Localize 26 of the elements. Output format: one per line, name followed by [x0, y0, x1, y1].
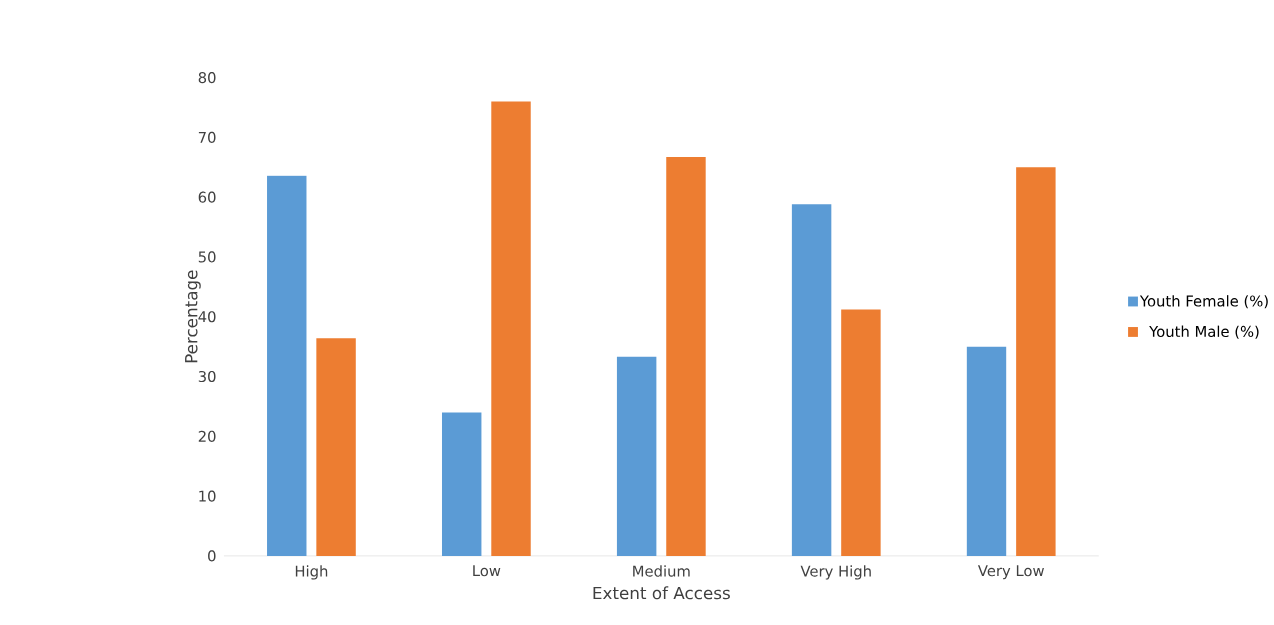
y-tick-label: 50 [198, 251, 216, 263]
legend-label: Youth Female (%) [1139, 295, 1268, 309]
y-tick-label: 60 [198, 191, 216, 203]
bar [267, 175, 307, 556]
bar [1016, 167, 1056, 556]
y-tick-label: 0 [208, 550, 216, 562]
bar [666, 156, 706, 556]
y-tick-label: 70 [198, 131, 216, 143]
x-tick-label: Medium [633, 565, 690, 577]
bar [316, 338, 356, 556]
bar [791, 204, 832, 556]
x-tick-label: Low [473, 565, 501, 577]
y-tick-label: 80 [198, 71, 216, 84]
legend-label: Youth Male (%) [1149, 325, 1259, 339]
x-tick-label: Very High [800, 565, 871, 580]
bar [616, 356, 657, 556]
y-tick-label: 30 [198, 370, 216, 383]
bar [441, 412, 482, 556]
y-tick-label: 10 [199, 490, 216, 502]
bar [491, 101, 531, 556]
bar [841, 309, 881, 556]
x-axis-title: Extent of Access [593, 586, 730, 600]
bar [966, 346, 1007, 556]
y-tick-label: 20 [198, 430, 216, 442]
x-tick-label: Very Low [977, 565, 1044, 580]
x-tick-label: High [295, 565, 328, 580]
